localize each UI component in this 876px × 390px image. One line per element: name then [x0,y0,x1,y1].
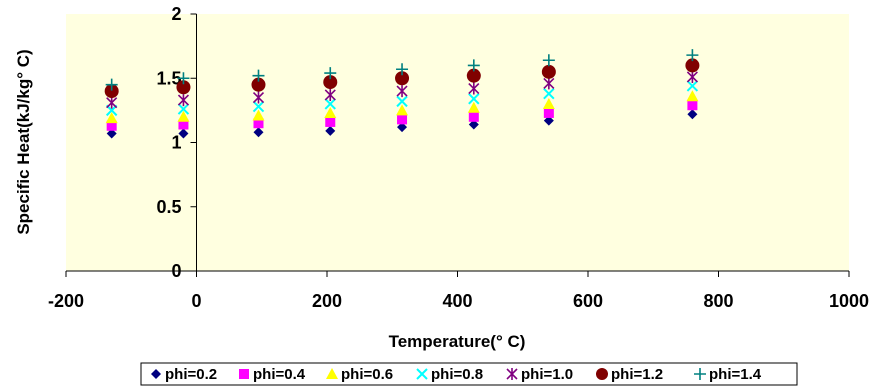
legend-label: phi=0.8 [431,366,483,383]
data-point [685,58,700,73]
data-point [687,100,698,111]
legend-label: phi=0.4 [253,366,306,383]
legend-box [140,362,798,386]
y-axis-title: Specific Heat(kJ/kg° C) [14,49,33,234]
data-point [324,67,337,80]
data-point [542,54,555,67]
legend-marker [694,368,706,380]
data-point [323,75,338,90]
data-point [324,98,336,110]
data-point [104,84,119,99]
data-point [397,122,408,133]
legend-item: phi=1.2 [596,366,663,383]
data-point [396,104,409,116]
legend-item: phi=0.6 [326,366,393,383]
legend-marker [506,368,518,380]
x-tick-label: 1000 [829,291,869,311]
x-tick-label: 800 [703,291,733,311]
legend-label: phi=1.2 [611,366,663,383]
data-point [468,119,479,130]
data-point [541,64,556,79]
plot-area [66,14,849,271]
data-point [466,68,481,83]
data-point [177,110,190,122]
data-point [324,106,337,118]
data-point [106,128,117,139]
legend-marker [239,369,249,379]
x-tick-label: -200 [48,291,84,311]
data-point [177,94,190,107]
data-point [106,120,117,131]
data-point [251,77,266,92]
data-point [686,90,699,102]
data-point [252,109,265,121]
legend-item: phi=0.2 [151,366,217,383]
legend-marker [596,368,608,380]
data-point [178,128,189,139]
data-point [396,63,409,76]
data-point [176,80,191,95]
data-point [325,116,336,127]
data-point [686,70,698,83]
y-tick-label: 1 [171,133,181,153]
data-point [396,95,408,108]
legend-label: phi=1.4 [709,366,762,383]
x-tick-label: 400 [442,291,472,311]
data-point [105,78,118,91]
legend-marker [416,368,428,380]
legend-label: phi=0.6 [341,366,393,383]
data-point [467,59,480,72]
data-point [468,82,480,95]
data-point [543,107,554,118]
data-point [253,118,264,129]
legend-marker [151,369,161,379]
x-tick-label: 200 [312,291,342,311]
data-point [543,115,554,126]
x-tick-label: 600 [573,291,603,311]
data-point [252,91,265,104]
data-point [468,111,479,122]
legend-marker [326,368,338,379]
data-point [396,85,408,98]
axes [65,13,850,277]
x-tick-label: 0 [191,291,201,311]
x-axis-title: Temperature(° C) [389,332,526,351]
data-point [252,69,265,82]
legend-label: phi=1.0 [521,366,573,383]
data-point [686,80,699,92]
tick-labels: -200 0 200 400 600 800 1000 0 0.5 1 1.5 2 [48,4,869,311]
legend: phi=0.2 phi=0.4 phi=0.6 phi=0.8 phi=1.0 phi=1… [140,362,798,386]
data-point [105,112,118,124]
legend-item: phi=0.4 [239,366,306,383]
data-point [324,88,336,101]
legend-item: phi=1.4 [694,366,762,383]
data-point [253,127,264,138]
legend-label: phi=0.2 [165,366,217,383]
data-point [178,119,189,130]
data-point [468,93,480,105]
data-point [395,71,410,86]
data-point [543,77,555,90]
data-point [106,96,118,109]
y-tick-label: 1.5 [156,68,181,88]
data-point [397,114,408,125]
data-point [467,101,480,113]
y-tick-label: 0 [171,261,181,281]
data-point [177,103,190,115]
data-points [104,49,700,139]
data-point [686,49,699,62]
legend-item: phi=1.0 [506,366,573,383]
data-point [543,87,555,100]
data-point [252,100,265,113]
data-point [542,97,555,109]
data-point [177,72,190,85]
y-tick-label: 2 [171,4,181,24]
data-point [325,125,336,136]
y-tick-label: 0.5 [156,197,181,217]
legend-item: phi=0.8 [416,366,483,383]
data-point [687,109,698,120]
